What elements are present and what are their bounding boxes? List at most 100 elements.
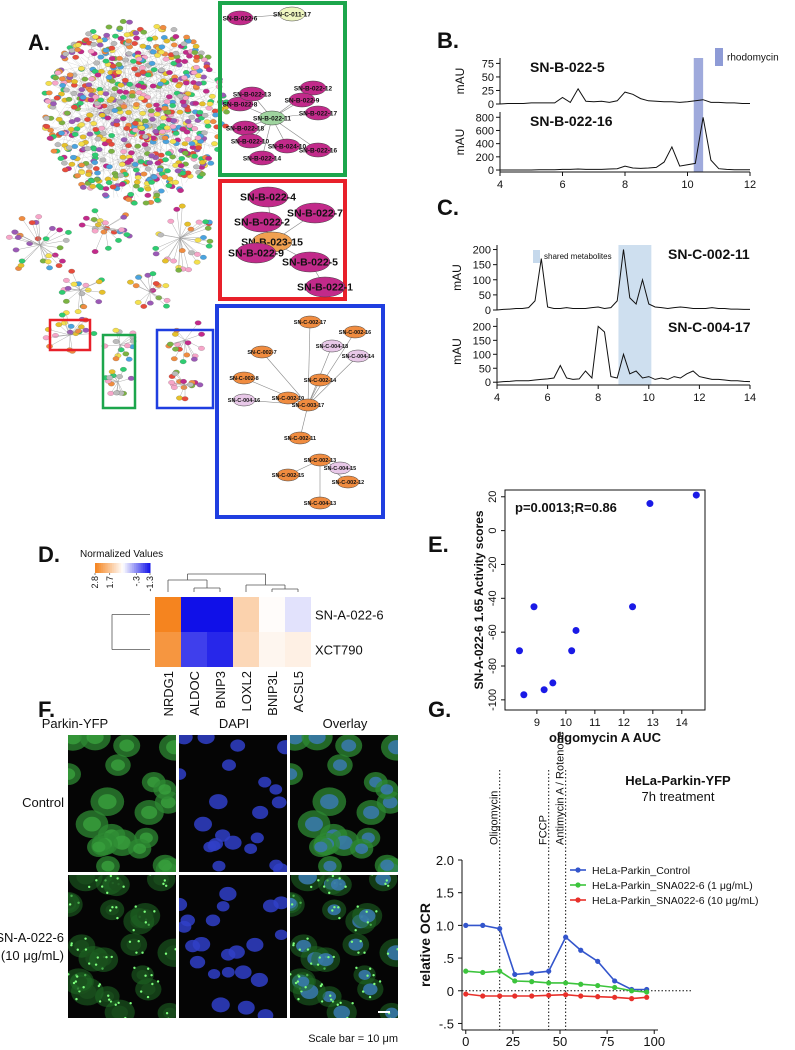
- punctum: [318, 956, 321, 959]
- punctum: [336, 1003, 339, 1006]
- network-node: [139, 69, 147, 75]
- network-node: [170, 118, 178, 124]
- network-node: [156, 167, 164, 173]
- punctum: [333, 905, 336, 909]
- network-node: [11, 229, 19, 235]
- network-node: [120, 116, 127, 122]
- network-node: [75, 328, 82, 334]
- network-node: [99, 157, 107, 163]
- network-node: [96, 42, 104, 48]
- series-marker: [512, 971, 518, 978]
- series-marker: [629, 996, 635, 1002]
- network-node: [66, 72, 74, 78]
- network-node: [71, 144, 79, 149]
- network-node: [128, 150, 135, 156]
- network-node: [157, 81, 164, 87]
- punctum: [400, 951, 402, 953]
- green-box: [218, 1, 347, 177]
- network-node: [74, 173, 81, 179]
- network-node: [278, 6, 306, 22]
- micrograph-bg: [179, 735, 287, 872]
- nucleus: [380, 859, 394, 871]
- nucleus: [380, 784, 394, 795]
- y-tick-label: -100: [487, 689, 499, 711]
- scatter-point: [646, 500, 654, 508]
- network-node: [148, 153, 155, 159]
- network-node: [149, 116, 156, 122]
- colorbar-tick-label: -.3: [132, 576, 142, 587]
- network-node: [169, 103, 176, 108]
- network-node: [181, 396, 189, 402]
- nucleus: [98, 794, 117, 810]
- network-edge: [39, 244, 63, 262]
- punctum: [105, 955, 108, 959]
- nucleus: [179, 920, 192, 933]
- series-marker: [595, 958, 601, 964]
- y-tick-label: 100: [473, 275, 491, 287]
- colorbar-step: [135, 563, 138, 573]
- chromatogram-trace: [496, 325, 751, 383]
- y-tick-label: 200: [476, 152, 494, 164]
- network-edge: [39, 232, 69, 246]
- network-edge: [115, 330, 121, 346]
- network-node: [80, 304, 88, 310]
- network-node: [62, 237, 70, 243]
- network-node: [308, 373, 332, 387]
- network-node: [42, 236, 50, 242]
- network-node: [146, 36, 154, 42]
- network-node: [162, 157, 169, 163]
- network-edge: [133, 32, 198, 156]
- network-node: [12, 247, 20, 253]
- trace-name: SN-B-022-16: [530, 113, 613, 129]
- legend-label: rhodomycin: [727, 53, 779, 64]
- network-node: [119, 181, 126, 187]
- punctum: [84, 937, 87, 940]
- scatter-point: [530, 603, 538, 611]
- network-node: [102, 220, 109, 226]
- punctum: [74, 980, 78, 983]
- nucleus: [203, 841, 217, 853]
- colorbar-step: [100, 563, 103, 573]
- micrograph: [68, 875, 176, 1018]
- punctum: [174, 948, 176, 951]
- micrograph: [179, 735, 287, 872]
- network-node: [104, 115, 112, 121]
- punctum: [337, 906, 340, 909]
- punctum: [144, 974, 147, 977]
- network-node: [44, 259, 52, 265]
- colorbar-step: [109, 563, 112, 573]
- network-node: [94, 136, 102, 142]
- node-label: SN-B-022-7: [287, 208, 343, 220]
- nucleus: [237, 1000, 255, 1015]
- punctum: [309, 885, 313, 889]
- network-edge: [144, 43, 190, 134]
- series-marker: [529, 970, 535, 976]
- network-node: [131, 66, 138, 72]
- network-node: [205, 105, 213, 111]
- network-edge: [16, 244, 41, 251]
- x-tick-label: 11: [589, 717, 600, 729]
- network-node: [96, 38, 104, 44]
- colorbar-step: [115, 563, 118, 573]
- network-node: [132, 120, 139, 126]
- x-tick-label: 100: [643, 1034, 665, 1049]
- network-node: [179, 170, 187, 176]
- network-node: [170, 258, 177, 264]
- network-node: [57, 156, 65, 161]
- network-edge: [307, 331, 356, 406]
- network-node: [241, 211, 283, 233]
- network-node: [205, 67, 213, 73]
- node-label: SN-C-002-17: [294, 320, 326, 326]
- network-node: [131, 41, 138, 46]
- punctum: [386, 952, 390, 955]
- network-node: [45, 90, 53, 96]
- y-tick-label: 0: [488, 99, 494, 111]
- panel-label: F.: [38, 697, 55, 722]
- punctum: [165, 1011, 169, 1015]
- nucleus: [92, 841, 106, 853]
- network-node: [299, 80, 327, 96]
- network-node: [54, 142, 62, 148]
- network-edge: [39, 244, 61, 248]
- nucleus: [224, 835, 242, 850]
- nucleus: [179, 768, 187, 780]
